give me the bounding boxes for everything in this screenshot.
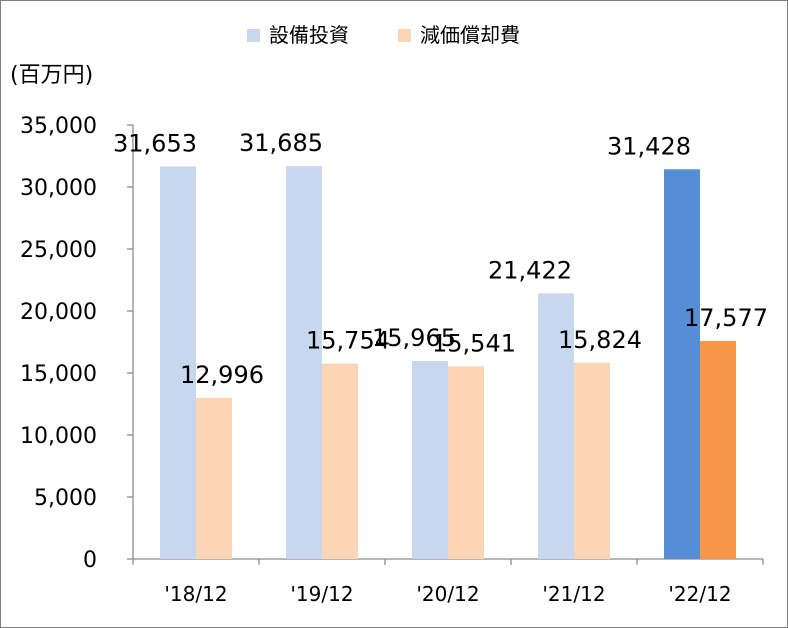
bar-capex	[160, 166, 196, 559]
y-tick-label: 15,000	[20, 362, 97, 387]
x-tick-label: '22/12	[668, 582, 731, 606]
data-label: 17,577	[684, 304, 768, 332]
data-label: 15,824	[558, 326, 642, 354]
data-label: 31,653	[113, 130, 197, 158]
data-label: 15,754	[306, 327, 390, 355]
legend-label: 設備投資	[269, 23, 349, 47]
bar-capex	[286, 166, 322, 559]
bar-depreciation	[322, 363, 358, 559]
legend-swatch	[247, 29, 260, 42]
y-tick-label: 10,000	[20, 424, 97, 449]
data-label: 15,541	[432, 329, 516, 357]
bar-depreciation	[196, 397, 232, 559]
x-tick-label: '21/12	[542, 582, 605, 606]
x-tick-label: '20/12	[416, 582, 479, 606]
bar-depreciation	[448, 366, 484, 559]
bar-capex	[664, 169, 700, 560]
x-tick-label: '18/12	[164, 582, 227, 606]
data-label: 31,428	[607, 132, 691, 160]
y-unit-label: (百万円)	[10, 63, 93, 88]
y-tick-label: 20,000	[20, 300, 97, 325]
y-axis: 0 5,000 10,000 15,000 20,000 25,000 30,000 35,0…	[20, 114, 134, 573]
bar-depreciation	[700, 341, 736, 559]
data-label: 31,685	[239, 129, 323, 157]
bars	[160, 166, 736, 560]
data-label: 15,965	[372, 324, 456, 352]
legend: 設備投資 減価償却費	[247, 23, 520, 47]
bar-depreciation	[574, 362, 610, 559]
bar-capex	[412, 361, 448, 559]
y-tick-label: 35,000	[20, 114, 97, 139]
y-tick-label: 30,000	[20, 176, 97, 201]
data-label: 12,996	[180, 361, 264, 389]
legend-label: 減価償却費	[420, 23, 520, 47]
x-tick-label: '19/12	[290, 582, 353, 606]
x-axis: '18/12 '19/12 '20/12 '21/12 '22/12	[132, 558, 764, 606]
y-tick-label: 5,000	[34, 486, 97, 511]
y-tick-label: 0	[83, 548, 97, 573]
y-tick-label: 25,000	[20, 238, 97, 263]
data-label: 21,422	[488, 256, 572, 284]
bar-capex	[538, 293, 574, 559]
legend-swatch	[398, 29, 411, 42]
